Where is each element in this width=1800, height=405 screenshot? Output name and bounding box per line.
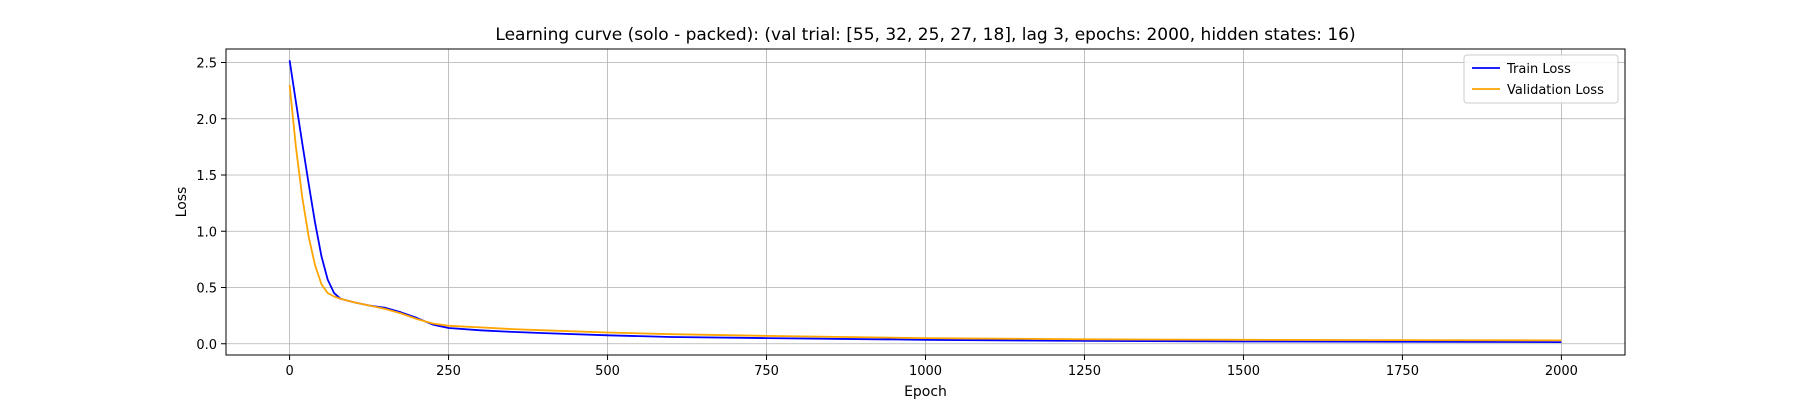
y-axis-ticks: 0.0 0.5 1.0 1.5 2.0 2.5 (196, 57, 226, 353)
legend: Train Loss Validation Loss (1463, 54, 1619, 104)
x-tick-label: 750 (754, 364, 779, 379)
y-tick-label: 2.0 (196, 113, 217, 128)
series-line-0 (288, 60, 1562, 344)
chart-title: Learning curve (solo - packed): (val tri… (495, 25, 1355, 45)
y-axis-label: Loss (174, 187, 190, 218)
legend-box (1463, 54, 1619, 104)
x-tick-label: 1250 (1068, 364, 1101, 379)
legend-label: Train Loss (1506, 62, 1571, 77)
x-axis-ticks: 0 250 500 750 1000 1250 1500 1750 2000 (285, 355, 1578, 379)
x-tick-label: 1750 (1386, 364, 1419, 379)
series-lines (288, 60, 1562, 344)
x-tick-label: 250 (436, 364, 461, 379)
x-tick-label: 500 (595, 364, 620, 379)
series-line-1 (288, 84, 1562, 342)
y-tick-label: 1.5 (196, 169, 217, 184)
y-tick-label: 0.5 (196, 282, 217, 297)
x-tick-label: 1000 (909, 364, 942, 379)
x-tick-label: 2000 (1545, 364, 1578, 379)
y-tick-label: 0.0 (196, 338, 217, 353)
y-tick-label: 1.0 (196, 225, 217, 240)
legend-label: Validation Loss (1507, 83, 1604, 98)
x-axis-label: Epoch (904, 384, 947, 400)
y-tick-label: 2.5 (196, 57, 217, 72)
x-tick-label: 1500 (1227, 364, 1260, 379)
x-tick-label: 0 (285, 364, 293, 379)
